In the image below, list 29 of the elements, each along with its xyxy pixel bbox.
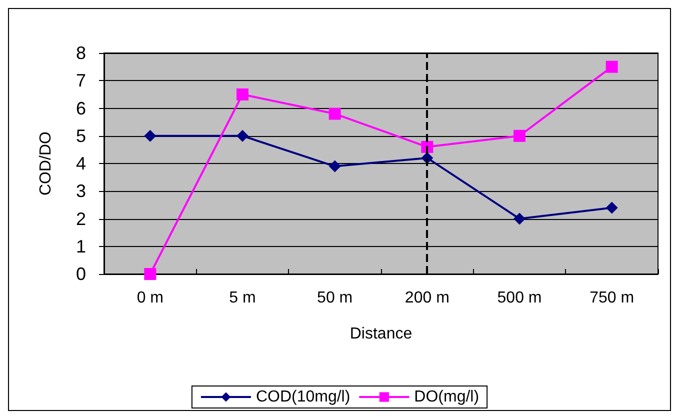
y-axis-title: COD/DO — [38, 132, 54, 196]
x-tick-label: 5 m — [229, 290, 256, 306]
y-tick-label: 7 — [76, 70, 86, 91]
y-tick-label: 5 — [76, 126, 86, 146]
legend-label: DO(mg/l) — [414, 388, 480, 406]
x-tick-label: 200 m — [404, 290, 450, 306]
point — [328, 108, 341, 120]
y-tick-label: 0 — [76, 264, 86, 284]
point — [606, 60, 618, 73]
point — [144, 268, 156, 280]
x-tick-label: 750 m — [590, 290, 634, 306]
y-tick-label: 4 — [76, 154, 86, 174]
point — [236, 88, 248, 100]
y-tick-label: 1 — [76, 236, 86, 256]
point — [514, 212, 526, 225]
y-tick-label: 3 — [76, 181, 86, 202]
y-tick-label: 8 — [76, 43, 86, 63]
point — [236, 130, 248, 142]
x-tick-label: 0 m — [136, 290, 164, 306]
point — [514, 130, 526, 142]
point — [606, 202, 618, 214]
x-tick-label: 500 m — [497, 290, 542, 306]
x-axis-title: Distance — [350, 326, 412, 342]
legend-label: COD(10mg/l) — [256, 388, 350, 406]
x-tick-label: 50 m — [317, 290, 353, 306]
point — [328, 160, 341, 172]
point — [144, 130, 156, 142]
y-tick-label: 2 — [76, 208, 86, 229]
y-tick-label: 6 — [76, 98, 86, 118]
